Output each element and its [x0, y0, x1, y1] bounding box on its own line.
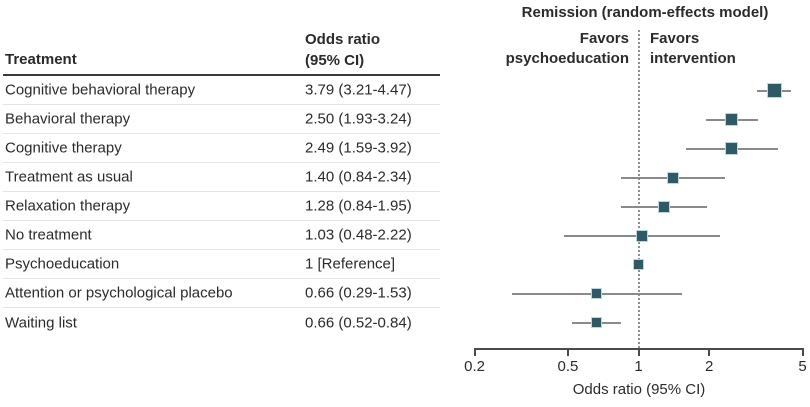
- or-table-rows: Cognitive behavioral therapy 3.79 (3.21-4…: [3, 76, 440, 337]
- table-header-rule: [3, 74, 440, 76]
- treatment-cell: Behavioral therapy: [5, 110, 131, 128]
- table-row: Behavioral therapy 2.50 (1.93-3.24): [3, 105, 440, 134]
- treatment-cell: Psychoeducation: [5, 255, 120, 273]
- x-axis-tick-label: 1: [634, 358, 643, 375]
- x-axis-tick: [637, 349, 640, 356]
- odds-ratio-marker: [725, 113, 739, 126]
- x-axis-tick: [473, 349, 476, 356]
- odds-ratio-marker: [590, 288, 602, 299]
- odds-ratio-header-line1: Odds ratio: [305, 31, 381, 48]
- or-ci-cell: 2.49 (1.59-3.92): [305, 139, 412, 157]
- treatment-cell: Attention or psychological placebo: [5, 284, 233, 302]
- reference-dotted-line: [638, 30, 640, 348]
- x-axis-tick-label: 0.2: [464, 358, 486, 375]
- favors-psychoeducation-line1: Favors: [579, 30, 629, 47]
- favors-intervention-label: Favors intervention: [650, 29, 736, 69]
- favors-intervention-line2: intervention: [650, 50, 736, 67]
- chart-title: Remission (random-effects model): [521, 4, 769, 21]
- odds-ratio-marker: [635, 229, 648, 242]
- x-axis-tick-label: 0.5: [557, 358, 579, 375]
- x-axis-tick-label: 2: [705, 358, 714, 375]
- table-row: Waiting list 0.66 (0.52-0.84): [3, 308, 440, 337]
- odds-ratio-marker: [633, 259, 645, 270]
- odds-ratio-marker: [725, 142, 739, 155]
- table-row: Treatment as usual 1.40 (0.84-2.34): [3, 163, 440, 192]
- treatment-cell: Treatment as usual: [5, 168, 133, 186]
- odds-ratio-marker: [666, 171, 679, 184]
- or-ci-cell: 1.40 (0.84-2.34): [305, 168, 412, 186]
- treatment-cell: Cognitive behavioral therapy: [5, 81, 196, 99]
- table-row: Cognitive behavioral therapy 3.79 (3.21-4…: [3, 76, 440, 105]
- treatment-cell: Cognitive therapy: [5, 139, 122, 157]
- x-axis-tick: [801, 349, 804, 356]
- x-axis-tick: [566, 349, 569, 356]
- or-ci-cell: 2.50 (1.93-3.24): [305, 110, 412, 128]
- table-row: No treatment 1.03 (0.48-2.22): [3, 221, 440, 250]
- treatment-column-header: Treatment: [5, 51, 77, 68]
- or-ci-cell: 1.03 (0.48-2.22): [305, 226, 412, 244]
- odds-ratio-marker: [657, 200, 670, 213]
- or-ci-cell: 0.66 (0.52-0.84): [305, 314, 412, 331]
- x-axis-tick: [708, 349, 711, 356]
- or-ci-cell: 1 [Reference]: [305, 255, 396, 273]
- treatment-cell: No treatment: [5, 226, 92, 244]
- or-ci-cell: 3.79 (3.21-4.47): [305, 81, 412, 99]
- x-axis-tick-label: 5: [798, 358, 807, 375]
- favors-intervention-line1: Favors: [650, 30, 700, 47]
- table-row: Cognitive therapy 2.49 (1.59-3.92): [3, 134, 440, 163]
- odds-ratio-marker: [590, 317, 602, 328]
- table-row: Relaxation therapy 1.28 (0.84-1.95): [3, 192, 440, 221]
- odds-ratio-header-line2: (95% CI): [305, 52, 365, 69]
- odds-ratio-marker: [766, 83, 782, 98]
- x-axis-title: Odds ratio (95% CI): [572, 381, 706, 398]
- odds-ratio-column-header: Odds ratio (95% CI): [305, 29, 380, 71]
- table-row: Attention or psychological placebo 0.66 (…: [3, 279, 440, 308]
- favors-psychoeducation-label: Favors psychoeducation: [506, 29, 629, 69]
- treatment-cell: Relaxation therapy: [5, 197, 131, 215]
- or-ci-cell: 1.28 (0.84-1.95): [305, 197, 412, 215]
- table-row: Psychoeducation 1 [Reference]: [3, 250, 440, 279]
- or-ci-cell: 0.66 (0.29-1.53): [305, 284, 412, 302]
- favors-psychoeducation-line2: psychoeducation: [505, 50, 629, 67]
- treatment-cell: Waiting list: [5, 314, 77, 331]
